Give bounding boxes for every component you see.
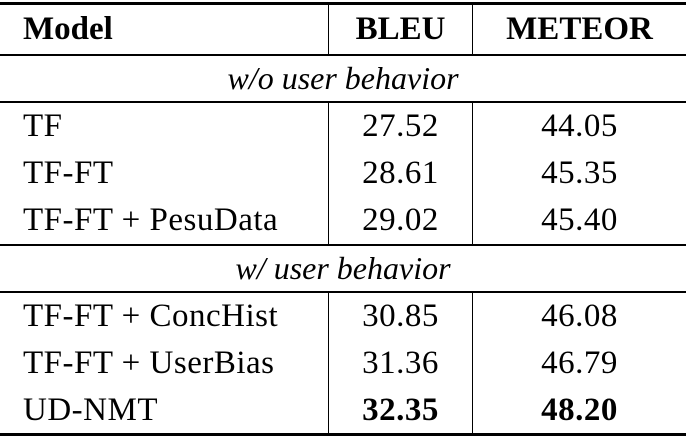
table-row: TF-FT + PesuData 29.02 45.40 — [0, 197, 686, 244]
column-header-model: Model — [23, 11, 113, 47]
meteor-value-cell: 46.79 — [541, 345, 618, 381]
meteor-value-cell: 45.35 — [541, 155, 618, 191]
bleu-value-cell: 30.85 — [328, 293, 473, 340]
table-bottom-rule — [0, 433, 686, 436]
model-name-cell: TF-FT + UserBias — [23, 345, 275, 381]
section-2-bottom-rule — [0, 291, 686, 293]
section-2-top-rule — [0, 244, 686, 246]
meteor-value-cell: 45.40 — [541, 202, 618, 238]
section-label-with-user-behavior: w/ user behavior — [235, 250, 451, 286]
model-name-cell: TF — [23, 108, 63, 144]
table-top-rule — [0, 2, 686, 5]
model-name-cell: TF-FT + ConcHist — [23, 298, 279, 334]
bleu-value-cell: 31.36 — [328, 340, 473, 387]
table-row: TF-FT + UserBias 31.36 46.79 — [0, 340, 686, 387]
table-header-row: Model BLEU METEOR — [0, 5, 686, 54]
meteor-value-cell-best: 48.20 — [541, 391, 618, 428]
table-row: TF-FT 28.61 45.35 — [0, 150, 686, 197]
column-header-bleu: BLEU — [328, 5, 473, 54]
table-row-best: UD-NMT 32.35 48.20 — [0, 387, 686, 433]
bleu-value-cell: 29.02 — [328, 197, 473, 244]
header-bottom-rule — [0, 54, 686, 56]
meteor-value-cell: 46.08 — [541, 298, 618, 334]
section-1-bottom-rule — [0, 101, 686, 103]
section-label-without-user-behavior: w/o user behavior — [227, 60, 459, 96]
bleu-value-cell: 27.52 — [328, 103, 473, 150]
bleu-value-cell: 28.61 — [328, 150, 473, 197]
bleu-value-cell-best: 32.35 — [328, 387, 473, 433]
table-row: TF 27.52 44.05 — [0, 103, 686, 150]
model-name-cell: TF-FT — [23, 155, 114, 191]
model-name-cell: TF-FT + PesuData — [23, 202, 279, 238]
table-row: TF-FT + ConcHist 30.85 46.08 — [0, 293, 686, 340]
meteor-value-cell: 44.05 — [541, 108, 618, 144]
model-name-cell: UD-NMT — [23, 391, 158, 428]
column-header-meteor: METEOR — [506, 11, 653, 47]
